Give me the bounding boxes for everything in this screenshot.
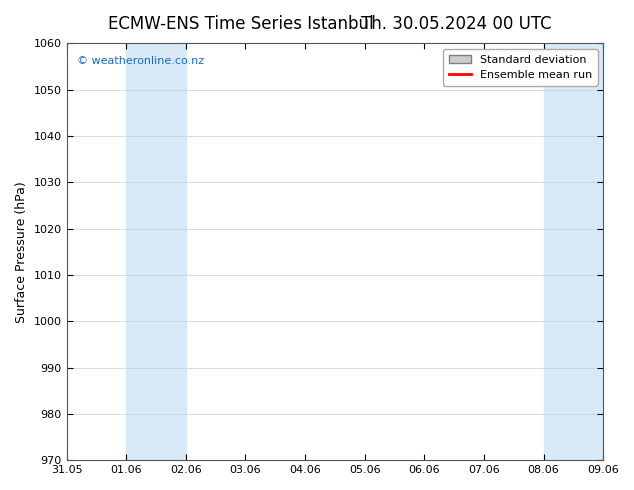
Y-axis label: Surface Pressure (hPa): Surface Pressure (hPa): [15, 181, 28, 323]
Bar: [126, 44, 186, 460]
Text: ECMW-ENS Time Series Istanbul: ECMW-ENS Time Series Istanbul: [108, 15, 373, 33]
Text: Th. 30.05.2024 00 UTC: Th. 30.05.2024 00 UTC: [361, 15, 552, 33]
Text: © weatheronline.co.nz: © weatheronline.co.nz: [77, 56, 204, 66]
Bar: [543, 44, 603, 460]
Legend: Standard deviation, Ensemble mean run: Standard deviation, Ensemble mean run: [443, 49, 598, 86]
